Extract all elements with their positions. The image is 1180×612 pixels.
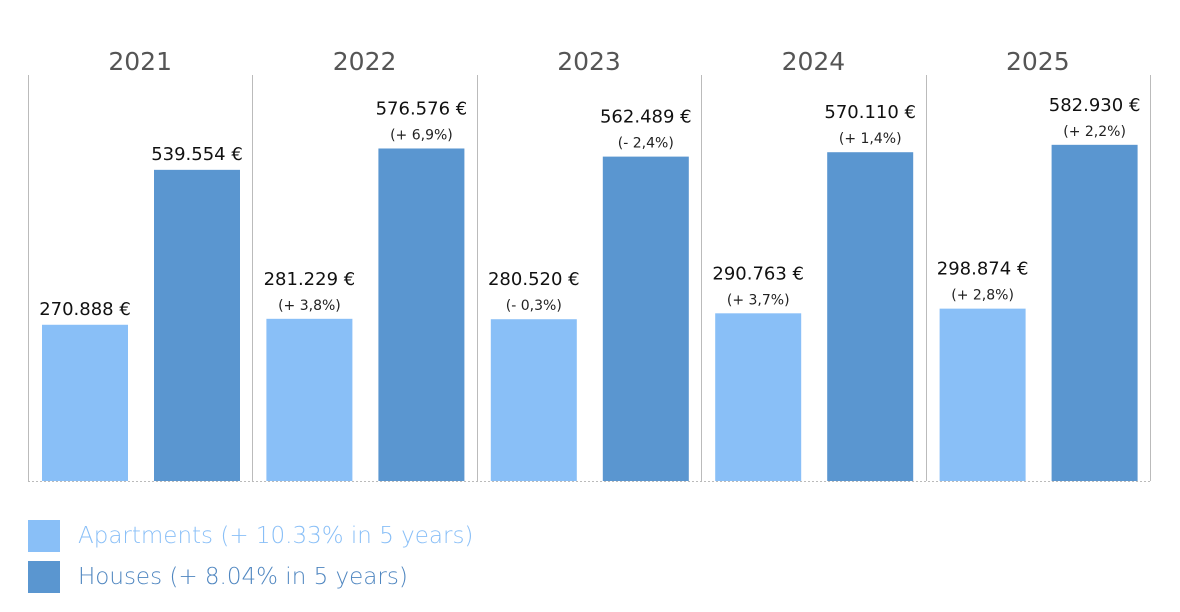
change-label: (+ 1,4%): [839, 131, 902, 147]
bar-apartments: [939, 308, 1026, 481]
bar-houses: [827, 152, 914, 481]
legend-item-houses: Houses (+ 8.04% in 5 years): [28, 561, 408, 593]
bar-houses: [154, 169, 240, 481]
value-label: 280.520 €: [488, 269, 580, 290]
year-label: 2021: [108, 47, 172, 76]
legend-label-houses: Houses (+ 8.04% in 5 years): [78, 564, 408, 590]
value-label: 539.554 €: [151, 144, 243, 165]
bar-apartments: [42, 324, 128, 481]
bar-apartments: [266, 318, 353, 481]
year-label: 2023: [557, 47, 621, 76]
year-label: 2025: [1006, 47, 1070, 76]
bar-houses: [1051, 144, 1138, 481]
bar-houses: [378, 148, 465, 481]
value-label: 576.576 €: [376, 98, 468, 119]
legend-item-apartments: Apartments (+ 10.33% in 5 years): [28, 520, 473, 552]
value-label: 582.930 €: [1049, 95, 1141, 116]
bar-houses: [602, 156, 689, 481]
value-label: 298.874 €: [937, 259, 1029, 280]
bar-apartments: [490, 319, 577, 481]
legend-label-apartments: Apartments (+ 10.33% in 5 years): [78, 523, 474, 549]
change-label: (- 0,3%): [506, 298, 562, 314]
change-label: (+ 6,9%): [390, 127, 453, 143]
legend-swatch-apartments: [28, 520, 60, 552]
year-label: 2022: [333, 47, 397, 76]
change-label: (+ 2,8%): [951, 288, 1014, 304]
bar-chart: 2021 270.888 € 539.554 € 2022 281.229 € (+ 3,…: [28, 47, 1151, 482]
value-label: 562.489 €: [600, 107, 692, 128]
value-label: 281.229 €: [264, 269, 356, 290]
value-label: 570.110 €: [824, 102, 916, 123]
change-label: (+ 2,2%): [1063, 124, 1126, 140]
legend-swatch-houses: [28, 561, 60, 593]
change-label: (+ 3,7%): [727, 292, 790, 308]
change-label: (+ 3,8%): [278, 298, 341, 314]
value-label: 270.888 €: [39, 299, 131, 320]
bar-apartments: [715, 313, 802, 481]
change-label: (- 2,4%): [618, 136, 674, 152]
value-label: 290.763 €: [712, 263, 804, 284]
year-label: 2024: [782, 47, 846, 76]
